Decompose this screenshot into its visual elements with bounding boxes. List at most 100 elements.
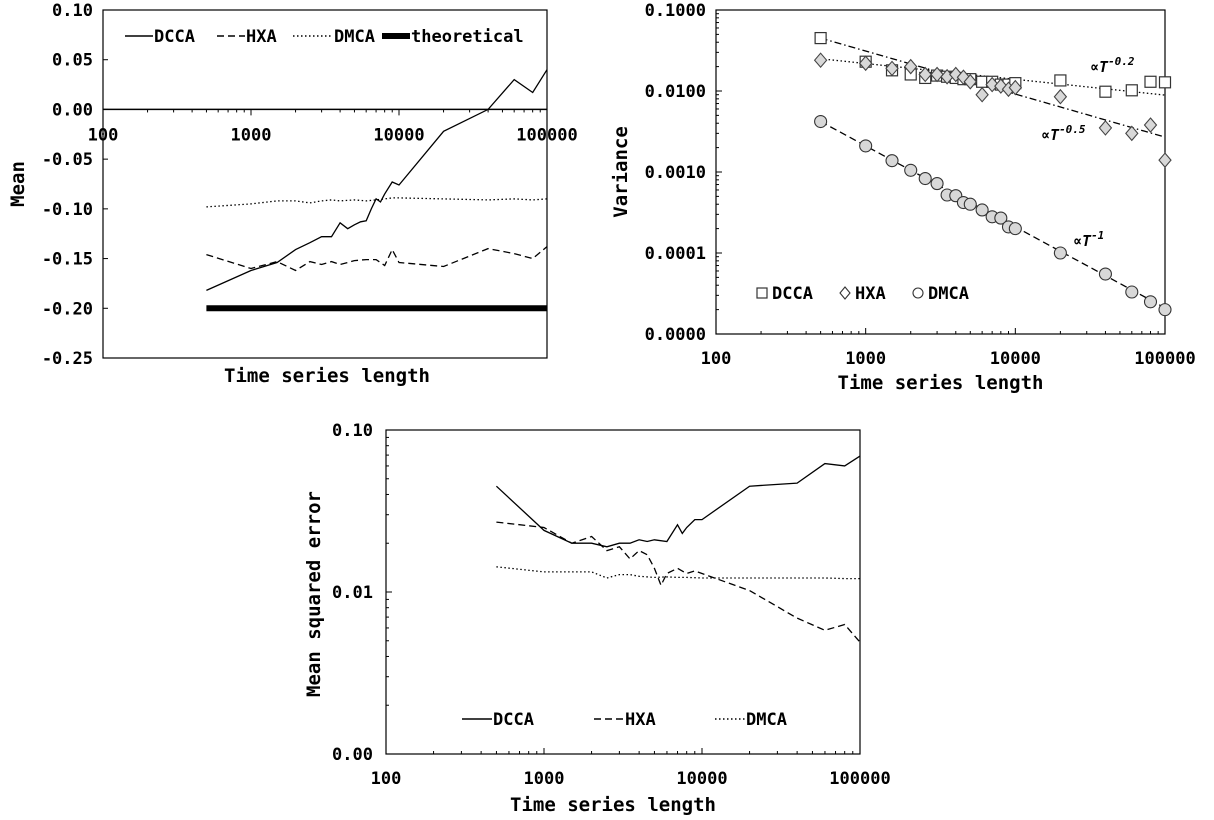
y-axis-label: Variance bbox=[610, 126, 632, 218]
y-tick-label: -0.15 bbox=[42, 250, 93, 270]
legend-label: DMCA bbox=[928, 284, 969, 304]
fit-annotation: ∝T-0.2 bbox=[1090, 55, 1135, 76]
dmca-point bbox=[904, 163, 918, 177]
x-tick-label: 10000 bbox=[990, 349, 1041, 369]
series-line-hxa bbox=[206, 246, 548, 272]
dcca-point bbox=[1099, 85, 1112, 98]
x-tick-label: 100000 bbox=[829, 769, 890, 789]
dcca-point bbox=[1054, 74, 1067, 87]
dmca-point bbox=[994, 211, 1008, 225]
hxa-point bbox=[1008, 79, 1023, 96]
x-axis-label: Time series length bbox=[510, 794, 716, 816]
hxa-point bbox=[994, 78, 1008, 94]
hxa-point bbox=[930, 66, 944, 83]
dcca-point bbox=[814, 31, 827, 45]
y-tick-label: 0.10 bbox=[52, 1, 93, 21]
hxa-point bbox=[949, 66, 963, 83]
legend-marker-dmca bbox=[912, 287, 924, 299]
legend-label: DCCA bbox=[493, 710, 534, 730]
dcca-point bbox=[1125, 84, 1138, 97]
fit-annotation-base: ∝T bbox=[1073, 232, 1092, 250]
dmca-point bbox=[885, 154, 899, 168]
dmca-point bbox=[859, 139, 873, 153]
x-axis-label: Time series length bbox=[224, 365, 430, 387]
x-tick-label: 100 bbox=[371, 769, 402, 789]
dmca-point bbox=[814, 114, 828, 129]
legend-label: HXA bbox=[246, 27, 277, 47]
x-axis-label: Time series length bbox=[838, 372, 1044, 394]
hxa-point bbox=[975, 86, 989, 103]
dmca-point bbox=[1143, 295, 1158, 309]
x-tick-label: 1000 bbox=[524, 769, 565, 789]
dmca-point bbox=[1008, 222, 1022, 236]
hxa-point bbox=[903, 58, 918, 75]
x-tick-label: 10000 bbox=[373, 125, 424, 145]
x-tick-label: 100000 bbox=[516, 125, 577, 145]
x-tick-label: 100 bbox=[88, 125, 119, 145]
y-axis-label: Mean bbox=[7, 161, 29, 207]
y-tick-label: -0.05 bbox=[42, 150, 93, 170]
dmca-point bbox=[975, 203, 989, 217]
x-tick-label: 10000 bbox=[676, 769, 727, 789]
legend-label: DMCA bbox=[746, 710, 787, 730]
legend-marker-hxa bbox=[839, 286, 851, 300]
dcca-point bbox=[1144, 75, 1157, 88]
y-tick-label: 0.10 bbox=[332, 421, 373, 441]
y-tick-label: 0.00 bbox=[332, 745, 373, 765]
dcca-point bbox=[1158, 76, 1172, 89]
hxa-point bbox=[956, 69, 971, 86]
fit-annotation: ∝T-0.5 bbox=[1041, 123, 1086, 144]
variance-chart: 0.1000 0.0100 0.0010 0.0001 0.0000 100 1000 100… bbox=[610, 1, 1196, 394]
legend-label: DCCA bbox=[772, 284, 813, 304]
plot-frame bbox=[385, 429, 861, 755]
hxa-point bbox=[813, 52, 828, 69]
y-tick-label: 0.05 bbox=[52, 51, 93, 71]
series-line-dcca bbox=[495, 455, 861, 548]
dcca-point bbox=[976, 75, 989, 88]
fit-annotation-base: ∝T bbox=[1041, 126, 1060, 144]
x-tick-label: 1000 bbox=[231, 125, 272, 145]
hxa-point bbox=[963, 73, 978, 90]
x-tick-label: 100000 bbox=[1134, 349, 1195, 369]
y-tick-label: 0.0010 bbox=[645, 163, 706, 183]
x-tick-label: 100 bbox=[701, 349, 732, 369]
series-line-dcca bbox=[206, 69, 548, 291]
series-line-dmca bbox=[206, 197, 548, 208]
fit-annotation-exponent: -0.2 bbox=[1108, 55, 1135, 68]
legend-label: DMCA bbox=[334, 27, 375, 47]
hxa-point bbox=[1143, 117, 1158, 133]
dmca-point bbox=[1098, 267, 1112, 281]
dmca-point bbox=[963, 197, 977, 211]
series-line-hxa bbox=[496, 521, 861, 643]
mse-chart: 0.10 0.01 0.00 100 1000 10000 100000 Time serie… bbox=[303, 421, 891, 816]
y-axis-label: Mean squared error bbox=[303, 491, 325, 697]
dmca-point bbox=[1158, 303, 1172, 317]
y-tick-label: 0.0001 bbox=[645, 244, 706, 264]
hxa-point bbox=[1158, 152, 1172, 169]
fit-annotation-exponent: -0.5 bbox=[1059, 123, 1086, 136]
legend-label: HXA bbox=[625, 710, 656, 730]
plot-frame bbox=[102, 9, 548, 359]
hxa-point bbox=[1053, 88, 1068, 105]
fit-annotation-exponent: -1 bbox=[1091, 229, 1104, 242]
hxa-point bbox=[985, 76, 999, 93]
series-line-dmca bbox=[496, 566, 860, 580]
hxa-point bbox=[1125, 125, 1139, 142]
dmca-point bbox=[930, 177, 944, 191]
legend-label: HXA bbox=[855, 284, 886, 304]
hxa-point bbox=[885, 60, 899, 77]
hxa-point bbox=[858, 55, 873, 72]
dmca-point bbox=[1125, 285, 1139, 299]
fit-annotation: ∝T-1 bbox=[1073, 229, 1104, 250]
dmca-point bbox=[918, 172, 932, 186]
mean-chart: 0.10 0.05 0.00 -0.05 -0.10 -0.15 -0.20 -0.25 100… bbox=[7, 1, 578, 387]
fit-annotation-base: ∝T bbox=[1090, 58, 1109, 76]
x-tick-label: 1000 bbox=[845, 349, 886, 369]
dmca-point bbox=[1053, 246, 1067, 260]
y-tick-label: 0.0000 bbox=[645, 325, 706, 345]
legend-label: theoretical bbox=[411, 27, 524, 47]
legend-label: DCCA bbox=[154, 27, 195, 47]
y-tick-label: -0.25 bbox=[42, 349, 93, 369]
y-tick-label: -0.10 bbox=[42, 200, 93, 220]
